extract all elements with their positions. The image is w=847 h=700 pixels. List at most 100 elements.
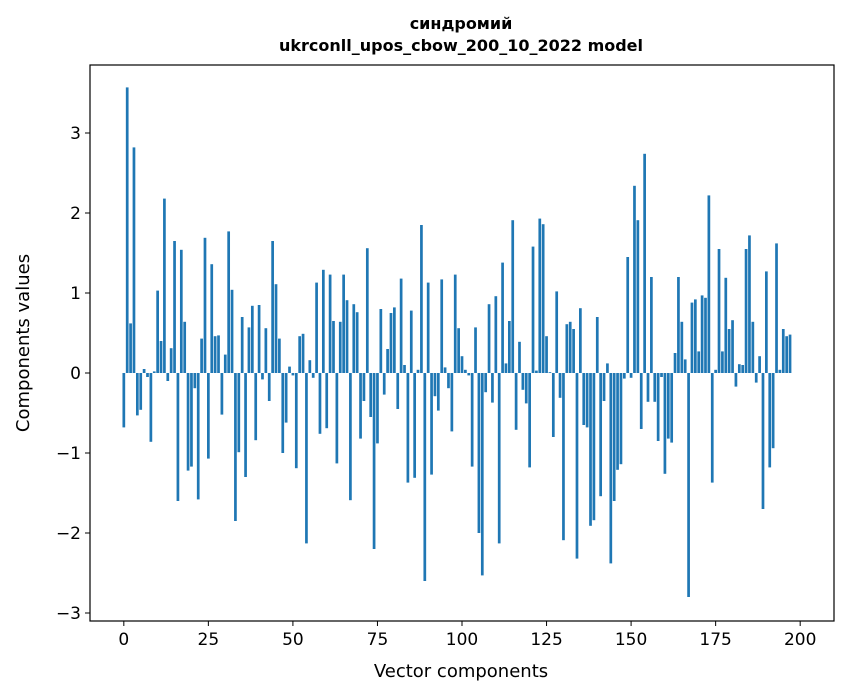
bar-84 <box>406 373 410 483</box>
bar-156 <box>650 277 653 373</box>
bar-4 <box>135 373 139 416</box>
bar-183 <box>741 365 745 373</box>
bar-117 <box>518 341 521 373</box>
bar-148 <box>622 373 626 379</box>
bar-193 <box>775 243 778 373</box>
bar-124 <box>541 224 545 373</box>
bar-48 <box>284 373 288 423</box>
bar-10 <box>156 290 159 373</box>
y-axis-label: Components values <box>13 254 34 432</box>
bar-3 <box>132 147 136 373</box>
bar-55 <box>308 360 312 373</box>
bar-132 <box>568 321 572 373</box>
bar-160 <box>663 373 667 474</box>
bar-172 <box>704 297 707 373</box>
bar-46 <box>278 338 281 373</box>
bar-164 <box>677 277 680 373</box>
bar-159 <box>660 373 663 377</box>
bar-162 <box>670 373 674 443</box>
bar-88 <box>420 225 423 373</box>
x-tick-label-75: 75 <box>367 630 389 650</box>
bar-90 <box>426 282 430 373</box>
bar-41 <box>261 373 264 380</box>
bar-52 <box>298 336 302 373</box>
bar-6 <box>142 369 146 373</box>
y-tick-label-2: 2 <box>70 204 81 224</box>
bar-81 <box>396 373 400 409</box>
bar-129 <box>558 373 562 398</box>
bar-139 <box>592 373 596 521</box>
bar-174 <box>710 373 714 483</box>
bar-31 <box>227 231 231 373</box>
bar-11 <box>159 341 163 373</box>
bar-158 <box>656 373 660 441</box>
bar-143 <box>606 363 609 373</box>
x-axis: 0 25 50 75 100 125 150 175 200 <box>118 621 816 650</box>
x-tick-label-175: 175 <box>699 630 731 650</box>
bar-188 <box>758 356 761 373</box>
bar-23 <box>200 338 203 373</box>
bar-155 <box>646 373 650 402</box>
y-tick-label-1: 1 <box>70 284 81 304</box>
x-tick-label-125: 125 <box>530 630 562 650</box>
x-tick-label-25: 25 <box>198 630 220 650</box>
bar-33 <box>234 373 237 521</box>
bar-89 <box>423 373 427 581</box>
bar-128 <box>555 291 559 373</box>
bar-92 <box>433 373 437 397</box>
bars-group <box>122 87 792 597</box>
bar-21 <box>193 373 197 389</box>
bar-130 <box>562 373 565 541</box>
bar-13 <box>166 373 170 381</box>
bar-151 <box>633 185 636 373</box>
bar-195 <box>781 329 785 373</box>
bar-137 <box>585 373 589 428</box>
chart-title: синдромий <box>410 14 513 33</box>
bar-182 <box>737 364 741 373</box>
bar-127 <box>551 373 555 437</box>
bar-27 <box>213 336 217 373</box>
bar-161 <box>666 373 670 439</box>
y-tick-label-0: 0 <box>70 364 81 384</box>
bar-187 <box>754 373 758 383</box>
bar-134 <box>575 373 579 559</box>
bar-105 <box>477 373 481 533</box>
bar-186 <box>751 321 755 373</box>
bar-72 <box>365 248 369 373</box>
bar-7 <box>146 373 149 377</box>
bar-111 <box>497 373 501 544</box>
bar-138 <box>589 373 592 526</box>
bar-42 <box>264 328 268 373</box>
bar-163 <box>673 353 677 373</box>
bar-141 <box>599 373 603 497</box>
bar-64 <box>338 321 342 373</box>
bar-197 <box>788 334 792 373</box>
bar-121 <box>531 246 535 373</box>
bar-97 <box>450 373 454 432</box>
bar-93 <box>436 373 440 411</box>
x-axis-label: Vector components <box>374 661 548 682</box>
bar-178 <box>724 277 728 373</box>
bar-25 <box>207 373 210 459</box>
bar-176 <box>717 249 721 373</box>
bar-110 <box>494 296 498 373</box>
bar-109 <box>491 373 494 403</box>
bar-73 <box>369 373 373 417</box>
bar-106 <box>480 373 484 576</box>
bar-15 <box>173 241 176 373</box>
bar-58 <box>318 373 322 434</box>
bar-194 <box>778 369 782 373</box>
bar-19 <box>186 373 190 471</box>
bar-114 <box>507 321 511 373</box>
bar-177 <box>721 351 724 373</box>
bar-102 <box>467 373 471 376</box>
bar-67 <box>349 373 352 501</box>
bar-98 <box>453 274 457 373</box>
bar-44 <box>271 241 274 373</box>
bar-29 <box>220 373 224 415</box>
x-tick-label-50: 50 <box>282 630 304 650</box>
bar-150 <box>629 373 633 378</box>
y-tick-label-3: 3 <box>70 124 81 144</box>
bar-94 <box>440 279 444 373</box>
